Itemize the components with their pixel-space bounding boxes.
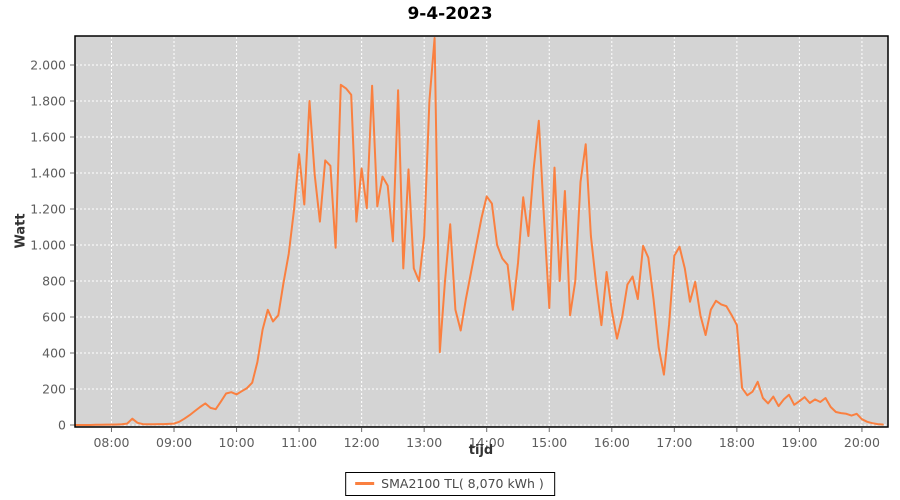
- y-tick-label: 800: [42, 274, 66, 289]
- series-line-sma2100: [74, 37, 884, 426]
- y-tick-label: 1.200: [30, 202, 66, 217]
- x-tick-label: 08:00: [93, 435, 129, 450]
- x-tick-label: 11:00: [281, 435, 317, 450]
- x-axis-label: tijd: [468, 443, 494, 458]
- y-tick-label: 0: [58, 418, 66, 433]
- legend-line-swatch: [355, 482, 375, 485]
- y-tick-label: 1.400: [30, 166, 66, 181]
- x-tick-label: 17:00: [656, 435, 692, 450]
- x-tick-label: 12:00: [344, 435, 380, 450]
- y-tick-label: 1.000: [30, 238, 66, 253]
- y-tick-label: 1.600: [30, 130, 66, 145]
- x-tick-label: 10:00: [219, 435, 255, 450]
- x-tick-label: 20:00: [844, 435, 880, 450]
- chart-title: 9-4-2023: [407, 4, 493, 24]
- plot-background: [75, 36, 888, 427]
- x-tick-label: 18:00: [719, 435, 755, 450]
- legend-label: SMA2100 TL( 8,070 kWh ): [381, 476, 544, 491]
- x-tick-label: 14:00: [469, 435, 505, 450]
- y-tick-label: 200: [42, 382, 66, 397]
- x-tick-label: 16:00: [594, 435, 630, 450]
- x-tick-label: 15:00: [531, 435, 567, 450]
- x-tick-label: 19:00: [781, 435, 817, 450]
- y-tick-label: 2.000: [30, 58, 66, 73]
- y-tick-label: 1.800: [30, 94, 66, 109]
- y-tick-label: 400: [42, 346, 66, 361]
- y-tick-label: 600: [42, 310, 66, 325]
- plot-border: [74, 35, 889, 428]
- y-axis-label: Watt: [13, 213, 29, 249]
- x-tick-label: 13:00: [406, 435, 442, 450]
- legend: SMA2100 TL( 8,070 kWh ): [345, 472, 555, 496]
- x-tick-label: 09:00: [156, 435, 192, 450]
